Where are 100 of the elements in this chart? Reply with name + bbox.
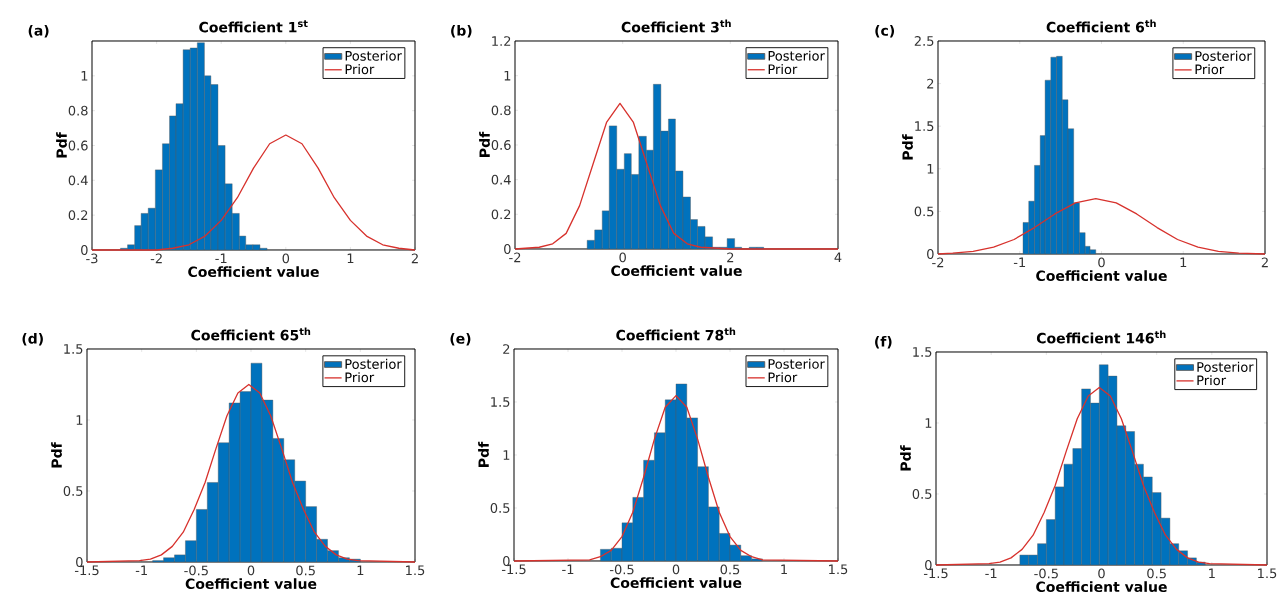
x-axis-title: Coefficient value xyxy=(1036,581,1167,593)
y-tick-label: 0 xyxy=(503,556,510,566)
text: (a) xyxy=(28,24,49,38)
x-axis-title: Coefficient value xyxy=(610,577,742,589)
x-tick-label: -1 xyxy=(1013,257,1026,267)
y-tick-label: 0 xyxy=(504,244,511,254)
x-tick-label: 1 xyxy=(1209,568,1215,578)
y-tick-label: 0.2 xyxy=(68,210,88,221)
legend-label: Posterior xyxy=(345,358,402,369)
x-tick-label: -1.5 xyxy=(923,568,948,579)
x-tick-label: 1 xyxy=(357,565,364,575)
y-tick-label: 2 xyxy=(927,78,934,89)
y-tick-label: 0.6 xyxy=(491,140,511,150)
chart-title: Coefficient 1$^{st}$ xyxy=(199,20,308,33)
text: (b) xyxy=(451,24,472,38)
y-tick-label: 0.6 xyxy=(68,140,88,151)
y-tick-label: 1.5 xyxy=(491,397,510,407)
y-tick-label: 1 xyxy=(503,450,510,460)
x-tick-label: 1 xyxy=(1180,257,1187,267)
y-tick-label: 1 xyxy=(76,415,83,425)
x-tick-label: 0 xyxy=(282,253,290,264)
y-tick-label: 1.2 xyxy=(492,36,511,46)
y-axis-title: Pdf xyxy=(56,132,67,158)
x-tick-label: 2 xyxy=(411,253,418,264)
chart-title: Coefficient 6$^{th}$ xyxy=(1046,19,1156,33)
y-tick-label: 1 xyxy=(81,71,88,81)
x-tick-label: 1.5 xyxy=(1258,568,1277,579)
y-tick-label: 0.5 xyxy=(912,489,932,499)
legend-label: Prior xyxy=(768,372,798,383)
x-tick-label: 1 xyxy=(781,564,787,574)
y-axis-title: Pdf xyxy=(479,131,490,157)
x-axis-title: Coefficient value xyxy=(188,266,319,278)
x-tick-label: -1.5 xyxy=(74,565,99,576)
x-axis-title: Coefficient value xyxy=(611,265,742,277)
legend-label: Posterior xyxy=(1197,361,1254,372)
x-tick-label: 1 xyxy=(347,253,354,263)
x-tick-label: -0.5 xyxy=(609,564,634,575)
x-tick-label: -1.5 xyxy=(501,564,526,575)
y-axis-title: Pdf xyxy=(51,442,62,468)
x-tick-label: -3 xyxy=(86,253,98,264)
x-tick-label: -0.5 xyxy=(1034,568,1058,579)
x-tick-label: -1 xyxy=(985,568,997,578)
legend-label: Prior xyxy=(1197,375,1227,386)
x-tick-label: -1 xyxy=(135,565,147,575)
y-tick-label: 2.5 xyxy=(914,36,934,46)
x-tick-label: 0 xyxy=(247,565,255,576)
y-tick-label: 0.5 xyxy=(490,503,510,513)
x-tick-label: 2 xyxy=(727,252,734,263)
y-tick-label: 1.5 xyxy=(913,347,932,357)
y-tick-label: 1 xyxy=(504,70,511,81)
text: (f) xyxy=(875,335,892,349)
x-tick-label: 0 xyxy=(1098,568,1105,579)
y-tick-label: 0.4 xyxy=(491,174,511,185)
x-tick-label: 0 xyxy=(1098,257,1105,268)
y-tick-label: 1 xyxy=(927,164,934,174)
x-tick-label: 0.5 xyxy=(1147,568,1166,579)
y-tick-label: 0.4 xyxy=(68,175,88,186)
legend-label: Prior xyxy=(768,64,798,75)
x-tick-label: 2 xyxy=(1261,257,1268,268)
chart-title: Coefficient 146$^{th}$ xyxy=(1036,330,1166,344)
x-axis-title: Coefficient value xyxy=(1036,270,1167,282)
y-tick-label: 0.5 xyxy=(914,206,934,217)
x-tick-label: 0.5 xyxy=(296,565,315,576)
x-tick-label: -1 xyxy=(215,253,227,263)
x-tick-label: -0.5 xyxy=(184,565,208,576)
x-tick-label: -2 xyxy=(509,252,521,263)
text: (e) xyxy=(450,332,471,346)
chart-title: Coefficient 78$^{th}$ xyxy=(616,327,736,341)
x-tick-label: -2 xyxy=(932,257,944,268)
text: (c) xyxy=(875,24,895,38)
x-tick-label: 0 xyxy=(619,252,626,263)
x-tick-label: 4 xyxy=(834,252,842,262)
text: (d) xyxy=(22,332,43,346)
x-tick-label: -2 xyxy=(150,253,162,264)
y-tick-label: 0.8 xyxy=(491,105,511,116)
x-tick-label: 1.5 xyxy=(829,564,848,575)
chart-title: Coefficient 65$^{th}$ xyxy=(191,327,311,341)
x-axis-title: Coefficient value xyxy=(185,578,317,590)
legend-label: Prior xyxy=(345,372,375,383)
x-tick-label: 1.5 xyxy=(406,565,425,576)
y-tick-label: 1 xyxy=(925,418,932,428)
y-tick-label: 0 xyxy=(81,245,88,255)
y-tick-label: 1.5 xyxy=(64,344,83,354)
y-axis-title: Pdf xyxy=(478,441,489,467)
legend-label: Prior xyxy=(345,64,375,75)
y-tick-label: 0 xyxy=(76,557,83,567)
x-tick-label: 0.5 xyxy=(720,564,740,575)
legend-label: Posterior xyxy=(768,50,825,61)
y-tick-label: 0.5 xyxy=(63,486,83,496)
legend-label: Prior xyxy=(1195,64,1225,75)
x-tick-label: -1 xyxy=(562,564,574,574)
legend-label: Posterior xyxy=(768,358,825,369)
y-tick-label: 0.2 xyxy=(491,209,511,220)
legend-label: Posterior xyxy=(1195,50,1252,61)
y-axis-title: Pdf xyxy=(900,445,911,471)
y-tick-label: 1.5 xyxy=(915,121,934,132)
chart-title: Coefficient 3$^{th}$ xyxy=(621,19,731,33)
y-tick-label: 0.8 xyxy=(68,105,88,116)
x-tick-label: 0 xyxy=(672,564,680,575)
y-axis-title: Pdf xyxy=(902,134,913,160)
